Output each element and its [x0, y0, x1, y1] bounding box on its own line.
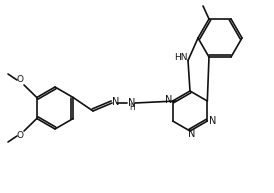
- Text: H: H: [129, 103, 135, 113]
- Text: HN: HN: [174, 53, 188, 62]
- Text: O: O: [16, 75, 24, 85]
- Text: N: N: [188, 129, 196, 139]
- Text: N: N: [209, 116, 216, 126]
- Text: O: O: [16, 131, 24, 141]
- Text: N: N: [112, 97, 120, 107]
- Text: N: N: [128, 98, 136, 108]
- Text: N: N: [165, 95, 172, 105]
